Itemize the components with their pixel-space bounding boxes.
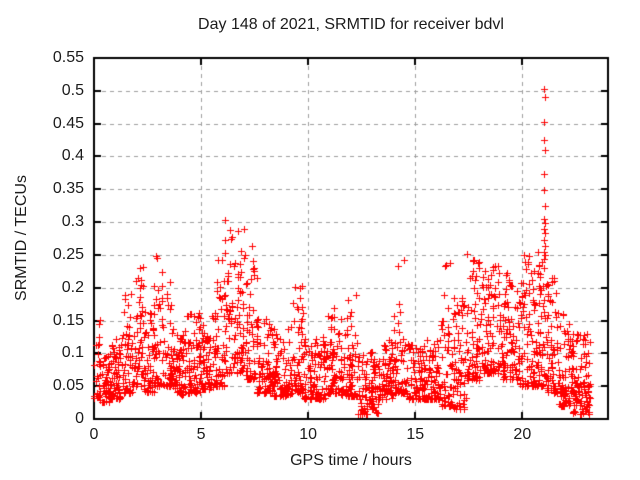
y-tick-label: 0.45 (52, 114, 84, 132)
y-tick-label: 0.1 (61, 344, 84, 362)
y-tick-label: 0.4 (61, 147, 84, 165)
y-tick-label: 0.5 (61, 81, 84, 99)
y-tick-label: 0.25 (52, 245, 84, 263)
chart-title: Day 148 of 2021, SRMTID for receiver bdv… (198, 16, 504, 33)
x-tick-label: 15 (406, 426, 425, 443)
y-tick-label: 0.2 (61, 278, 84, 296)
y-tick-label: 0 (75, 410, 84, 427)
y-tick-label: 0.05 (52, 377, 84, 395)
x-tick-label: 20 (513, 426, 532, 443)
y-tick-label: 0.35 (52, 180, 84, 198)
x-tick-label: 10 (299, 426, 318, 443)
y-tick-label: 0.55 (52, 49, 84, 66)
y-tick-label: 0.15 (52, 311, 84, 329)
x-tick-label: 0 (89, 426, 99, 443)
y-tick-label: 0.3 (61, 213, 84, 231)
x-tick-label: 5 (196, 426, 206, 443)
x-axis-label: GPS time / hours (290, 452, 412, 469)
